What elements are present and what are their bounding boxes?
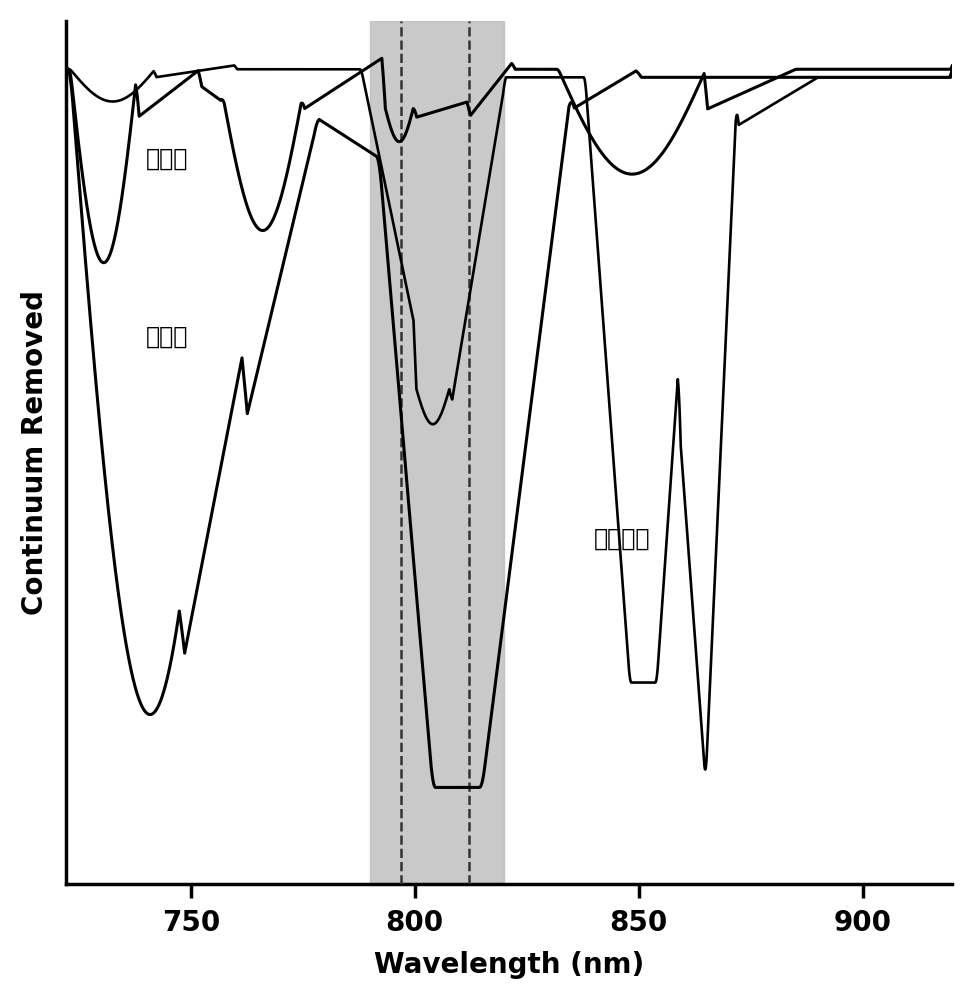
X-axis label: Wavelength (nm): Wavelength (nm) [374,951,644,979]
Bar [370,21,504,884]
Text: 褐硅锄矹: 褐硅锄矹 [594,526,650,550]
Text: 异性石: 异性石 [146,147,189,171]
Y-axis label: Continuum Removed: Continuum Removed [20,290,49,615]
Text: 锄硅石: 锄硅石 [146,325,189,349]
